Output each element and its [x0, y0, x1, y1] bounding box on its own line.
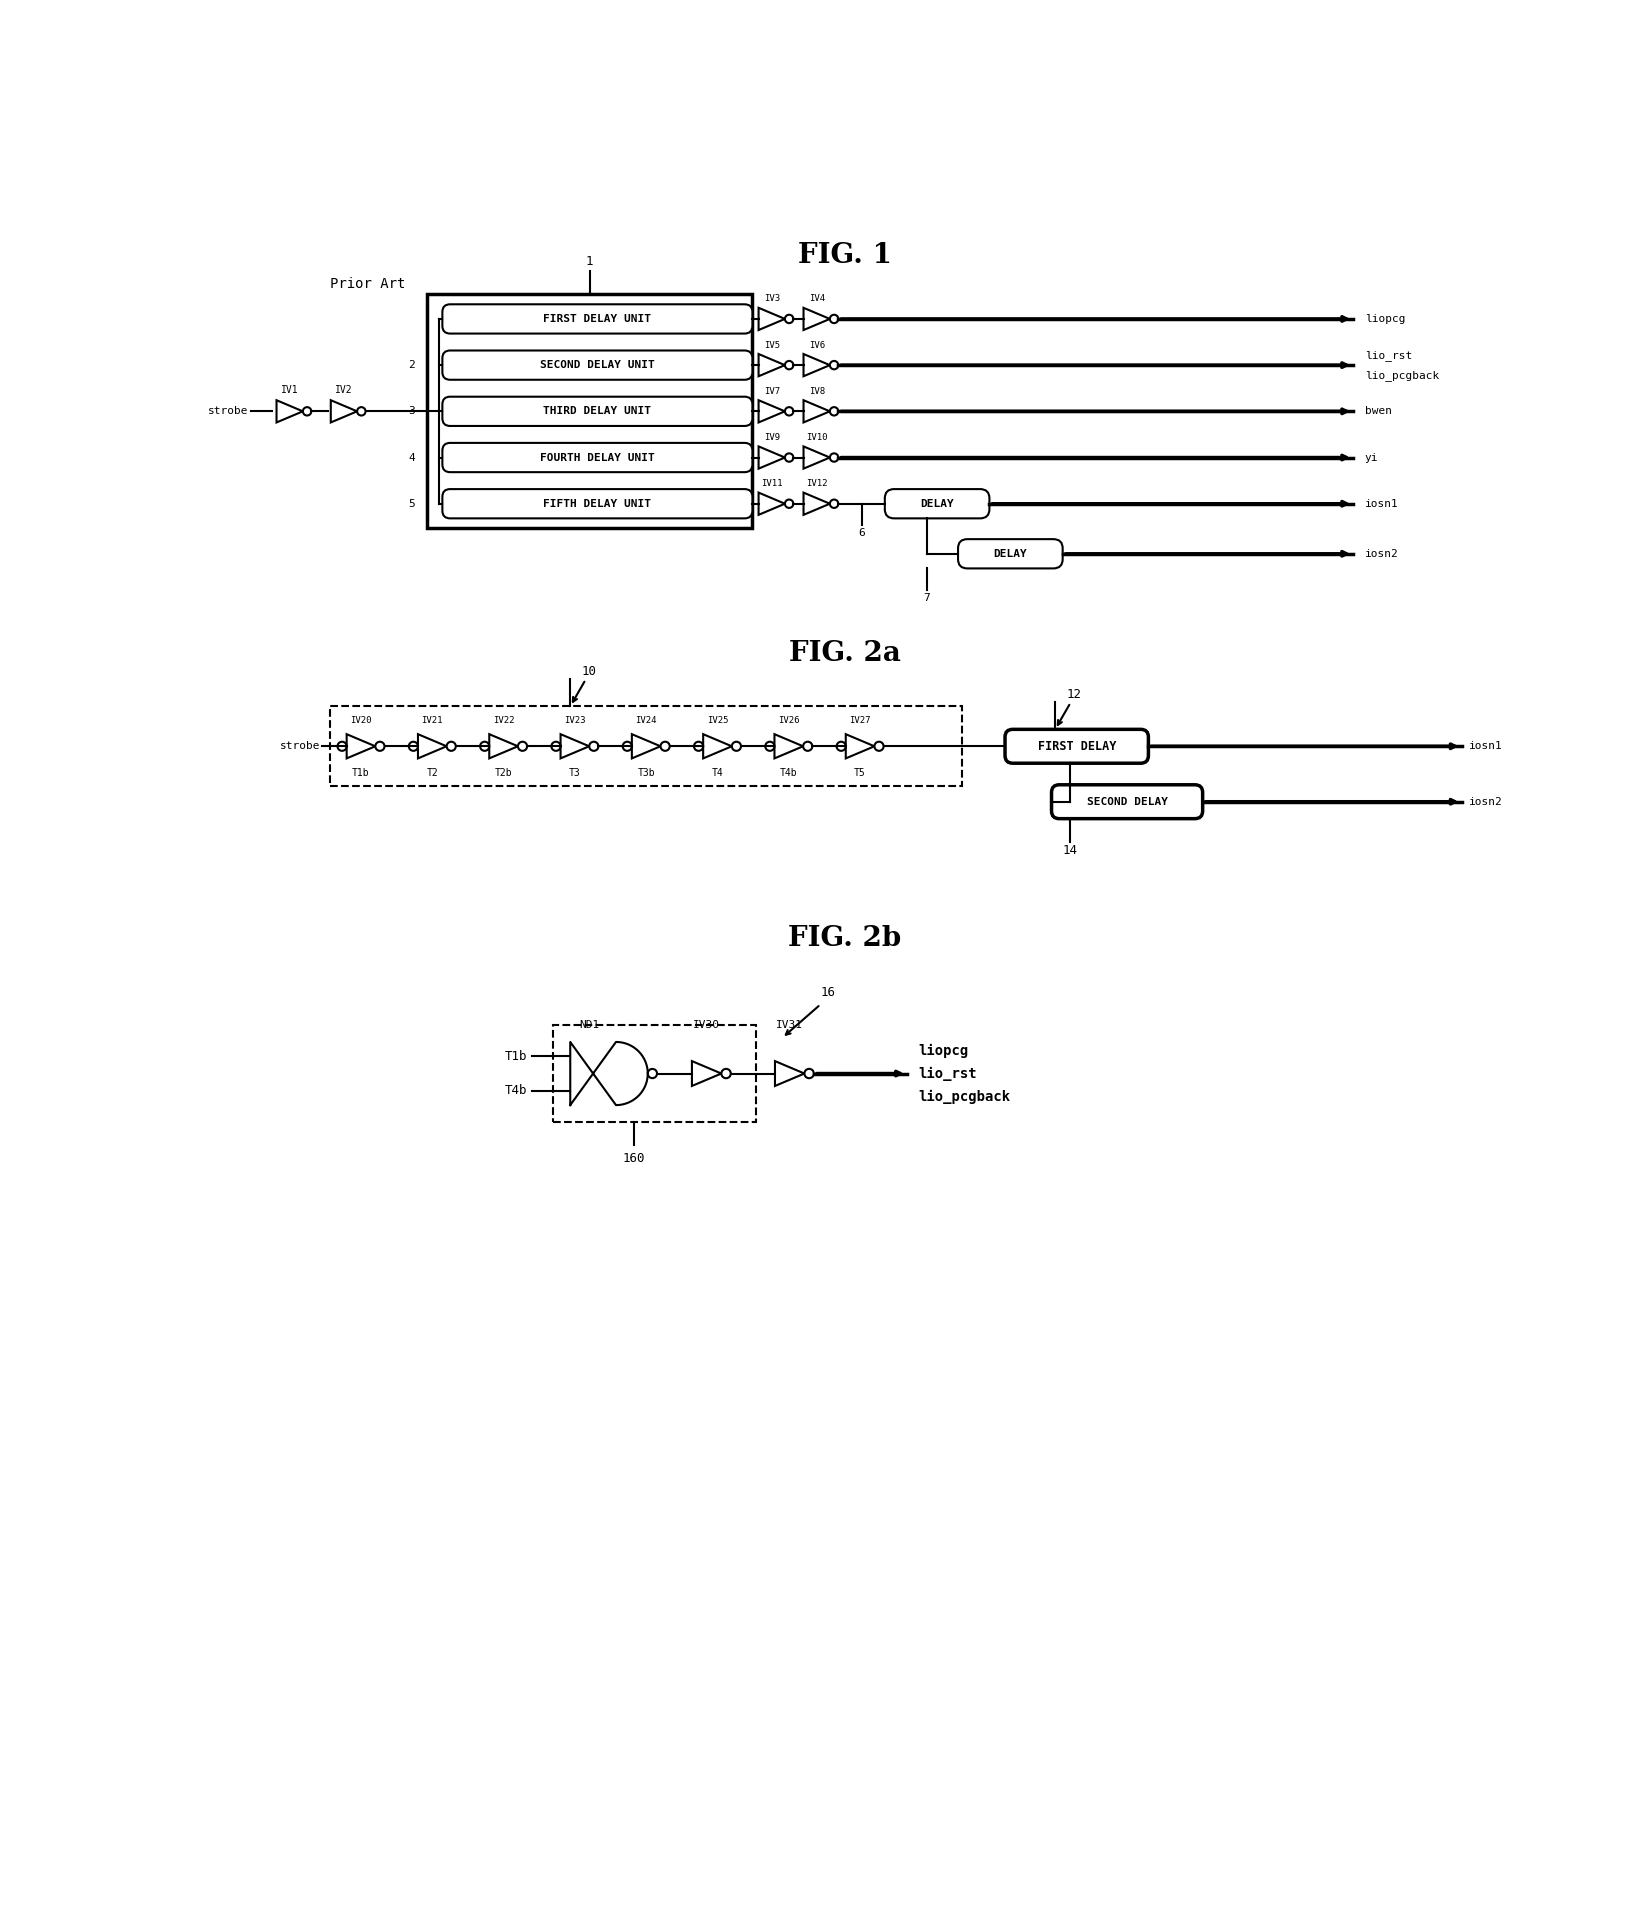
FancyBboxPatch shape [1005, 728, 1149, 763]
FancyBboxPatch shape [957, 540, 1063, 568]
Text: lio_pcgback: lio_pcgback [1365, 370, 1439, 381]
Text: T3b: T3b [638, 769, 654, 778]
Text: bwen: bwen [1365, 406, 1391, 416]
Text: THIRD DELAY UNIT: THIRD DELAY UNIT [544, 406, 651, 416]
Bar [330, 706, 962, 786]
Text: 1: 1 [587, 256, 593, 269]
Bar [427, 294, 753, 528]
Text: T3: T3 [569, 769, 580, 778]
Text: ND1: ND1 [580, 1020, 600, 1030]
Text: iosn2: iosn2 [1470, 797, 1503, 807]
Text: iosn2: iosn2 [1365, 549, 1399, 559]
Text: T2: T2 [427, 769, 438, 778]
FancyBboxPatch shape [442, 442, 753, 473]
Text: IV31: IV31 [776, 1020, 803, 1030]
Text: T5: T5 [854, 769, 865, 778]
Text: strobe: strobe [208, 406, 249, 416]
Text: IV8: IV8 [809, 387, 824, 397]
Text: IV11: IV11 [761, 479, 783, 488]
Text: IV2: IV2 [335, 385, 353, 395]
Text: T4b: T4b [780, 769, 798, 778]
Text: liopcg: liopcg [1365, 315, 1406, 324]
Text: IV9: IV9 [763, 433, 780, 442]
Text: iosn1: iosn1 [1365, 500, 1399, 509]
Text: DELAY: DELAY [994, 549, 1027, 559]
Text: IV30: IV30 [694, 1020, 720, 1030]
Text: 10: 10 [582, 666, 597, 679]
FancyBboxPatch shape [1051, 786, 1203, 818]
Text: IV23: IV23 [564, 717, 585, 725]
Text: 16: 16 [821, 986, 836, 999]
Text: T2b: T2b [494, 769, 513, 778]
Text: IV5: IV5 [763, 341, 780, 349]
Text: Prior Art: Prior Art [330, 277, 405, 292]
FancyBboxPatch shape [442, 397, 753, 425]
Text: T4: T4 [712, 769, 723, 778]
Text: 6: 6 [859, 528, 865, 538]
FancyBboxPatch shape [442, 488, 753, 519]
Bar [554, 1026, 755, 1121]
Text: 4: 4 [409, 452, 415, 463]
Text: IV25: IV25 [707, 717, 728, 725]
Text: 12: 12 [1066, 688, 1081, 702]
Text: FIFTH DELAY UNIT: FIFTH DELAY UNIT [544, 500, 651, 509]
Text: strobe: strobe [280, 742, 321, 751]
Text: FIG. 2a: FIG. 2a [789, 641, 900, 667]
Text: IV10: IV10 [806, 433, 827, 442]
FancyBboxPatch shape [442, 351, 753, 379]
Text: FIG. 2b: FIG. 2b [788, 925, 901, 952]
Text: SECOND DELAY UNIT: SECOND DELAY UNIT [541, 360, 654, 370]
Text: FOURTH DELAY UNIT: FOURTH DELAY UNIT [541, 452, 654, 463]
Text: lio_rst: lio_rst [1365, 351, 1412, 360]
Text: 14: 14 [1061, 845, 1078, 858]
Text: iosn1: iosn1 [1470, 742, 1503, 751]
Text: lio_rst: lio_rst [918, 1066, 977, 1081]
Text: 160: 160 [623, 1152, 646, 1165]
Text: SECOND DELAY: SECOND DELAY [1086, 797, 1167, 807]
Text: IV12: IV12 [806, 479, 827, 488]
Text: IV22: IV22 [493, 717, 514, 725]
Text: IV27: IV27 [849, 717, 870, 725]
Text: IV3: IV3 [763, 294, 780, 303]
Text: IV26: IV26 [778, 717, 799, 725]
Text: IV20: IV20 [351, 717, 372, 725]
Text: T4b: T4b [506, 1083, 527, 1097]
Text: FIG. 1: FIG. 1 [798, 242, 892, 269]
Text: 7: 7 [923, 593, 929, 603]
Text: liopcg: liopcg [918, 1043, 969, 1058]
Text: IV7: IV7 [763, 387, 780, 397]
Text: T1b: T1b [353, 769, 369, 778]
Text: lio_pcgback: lio_pcgback [918, 1089, 1010, 1104]
Text: 2: 2 [409, 360, 415, 370]
Text: IV24: IV24 [636, 717, 658, 725]
Text: 5: 5 [409, 500, 415, 509]
Text: DELAY: DELAY [920, 500, 954, 509]
Text: IV4: IV4 [809, 294, 824, 303]
Text: IV1: IV1 [280, 385, 298, 395]
Text: FIRST DELAY: FIRST DELAY [1038, 740, 1116, 753]
Text: IV21: IV21 [422, 717, 443, 725]
FancyBboxPatch shape [885, 488, 989, 519]
Text: T1b: T1b [506, 1051, 527, 1062]
FancyBboxPatch shape [442, 305, 753, 334]
Text: 3: 3 [409, 406, 415, 416]
Text: FIRST DELAY UNIT: FIRST DELAY UNIT [544, 315, 651, 324]
Text: IV6: IV6 [809, 341, 824, 349]
Text: yi: yi [1365, 452, 1378, 463]
